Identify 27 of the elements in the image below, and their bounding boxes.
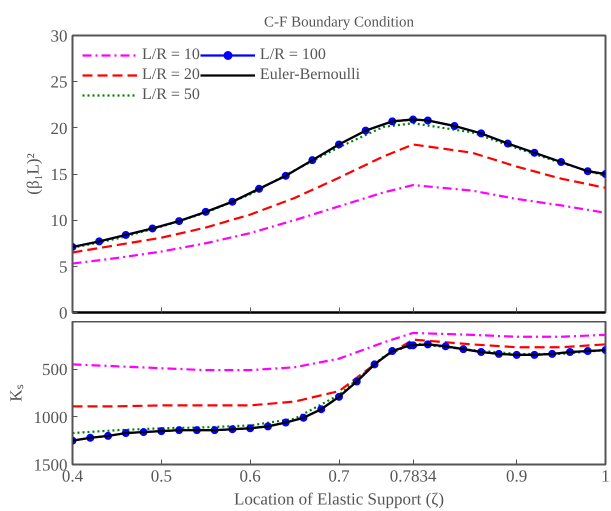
legend-label: L/R = 50 (142, 86, 200, 104)
legend-label: L/R = 100 (260, 46, 326, 64)
x-axis-title: Location of Elastic Support (ζ) (234, 490, 444, 508)
y-tick-label: 20 (50, 118, 68, 138)
y-tick-label: 10 (50, 211, 68, 230)
legend-label: L/R = 20 (142, 66, 200, 84)
x-tick-label: 0.5 (150, 466, 172, 486)
y-axis-title: (β₁L)² (24, 153, 42, 195)
y-axis-title: Kₛ (6, 384, 26, 402)
y-tick-label: 25 (50, 72, 68, 92)
line-series (72, 332, 606, 372)
x-tick-label: 0.6 (240, 466, 261, 486)
y-tick-label: 15 (50, 165, 68, 184)
y-tick-label: 5 (59, 257, 68, 276)
line-series (72, 338, 606, 408)
x-tick-label: 1 (601, 466, 610, 486)
line-series (72, 143, 606, 254)
x-tick-label: 0.9 (506, 466, 528, 486)
x-tick-label: 0.7834 (390, 466, 437, 486)
legend-label: L/R = 10 (142, 46, 200, 64)
y-tick-label: 0 (59, 304, 68, 322)
chart-title: C-F Boundary Condition (264, 14, 415, 30)
y-tick-label: 500 (42, 360, 68, 380)
y-tick-label: 1000 (34, 408, 68, 427)
legend-label: Euler-Bernoulli (260, 66, 360, 84)
x-tick-label: 0.7 (328, 466, 350, 486)
y-tick-label: 30 (50, 26, 68, 46)
